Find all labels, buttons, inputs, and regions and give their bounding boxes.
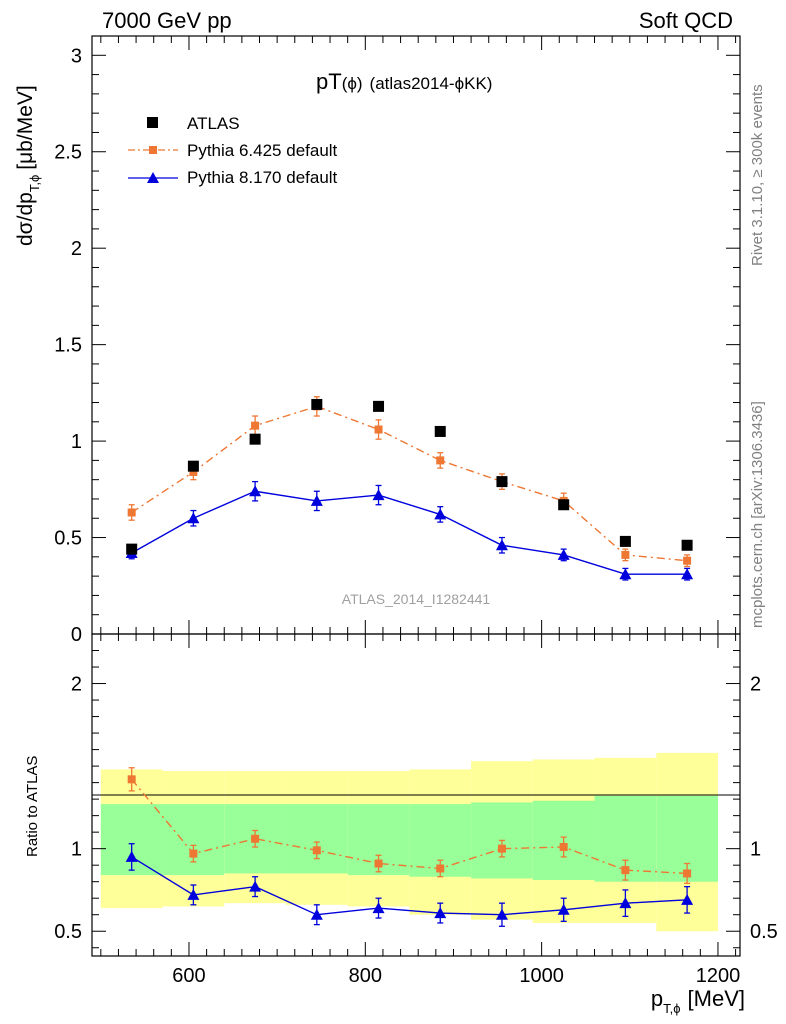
legend-pythia8-marker [147, 172, 159, 183]
pythia8-ratio-point [249, 880, 262, 892]
y-axis-label-main-unit: [μb/MeV] [14, 85, 37, 169]
atlas-main-point [619, 535, 631, 547]
atlas-main-point [311, 398, 323, 410]
axis-tick-labels: 600 800 1000 1200 0 0.5 1 1.5 2 2.5 3 0.5 0.5 1 1 2 2 [54, 45, 778, 987]
pythia6-ratio-point [189, 849, 198, 858]
mcplots-label: mcplots.cern.ch [arXiv:1306.3436] [749, 401, 766, 628]
atlas-main-point [434, 425, 446, 437]
pythia6-main-point [251, 421, 260, 430]
pythia6-ratio-point [374, 859, 383, 868]
pythia8-main-point [249, 485, 262, 497]
pythia6-main-point [189, 467, 198, 476]
rivet-label: Rivet 3.1.10, ≥ 300k events [749, 84, 766, 266]
main-y-tick-label: 2.5 [54, 142, 82, 164]
plot-title: pT(ϕ) (atlas2014-ϕKK) [316, 69, 492, 94]
pythia6-ratio-point [251, 834, 260, 843]
x-tick-label: 800 [349, 965, 382, 987]
pythia8-main-point [310, 494, 323, 506]
ratio-y-tick-label: 0.5 [54, 921, 82, 943]
y-axis-label-ratio: Ratio to ATLAS [24, 756, 41, 857]
plot-title-id: (atlas2014-ϕKK) [370, 74, 493, 93]
pythia8-ratio-point [310, 908, 323, 920]
y-axis-label-main: dσ/dpT,ϕ [μb/MeV] [14, 85, 42, 246]
ratio-y-tick-label: 1 [71, 839, 82, 861]
pythia6-ratio-point [312, 846, 321, 855]
x-axis-label-main: p [651, 986, 663, 1011]
ratio-series [125, 767, 694, 927]
pythia8-ratio-point [125, 850, 138, 862]
pythia8-ratio-line [131, 856, 688, 916]
ratio-y-tick-label-right: 1 [750, 839, 761, 861]
x-axis-label: pT,ϕ [MeV] [651, 986, 745, 1016]
plot-title-phi: (ϕ) [342, 74, 363, 93]
ratio-y-tick-label-right: 0.5 [750, 921, 778, 943]
pythia6-ratio-line [131, 778, 688, 875]
pythia6-ratio-point [127, 775, 136, 784]
pythia8-ratio-point [434, 907, 447, 919]
plot-title-main: pT [316, 69, 342, 94]
atlas-main-point [373, 400, 385, 412]
pythia8-ratio-point [372, 902, 385, 914]
pythia8-main-point [187, 512, 200, 524]
pythia8-main-point [557, 548, 570, 560]
atlas-main-point [681, 539, 693, 551]
atlas-main-point [187, 460, 199, 472]
x-tick-label: 1000 [519, 965, 564, 987]
pythia6-ratio-point [436, 864, 445, 873]
header-energy: 7000 GeV pp [102, 8, 232, 33]
legend-pythia6-marker [149, 146, 157, 154]
x-axis-label-unit: [MeV] [688, 986, 745, 1011]
y-axis-label-main-sub: T,ϕ [27, 175, 42, 192]
pythia8-ratio-point [681, 893, 694, 905]
analysis-watermark: ATLAS_2014_I1282441 [342, 591, 491, 607]
pythia6-ratio-point [497, 844, 506, 853]
main-series [125, 396, 694, 581]
legend-atlas-marker [147, 117, 158, 128]
pythia8-main-line [131, 490, 688, 575]
pythia8-ratio-point [495, 908, 508, 920]
y-axis-label-main-text: dσ/dp [14, 192, 37, 246]
axis-ticks [92, 36, 740, 956]
pythia6-main-point [621, 550, 630, 559]
pythia6-main-point [127, 508, 136, 517]
x-axis-label-sub: T,ϕ [663, 1001, 680, 1016]
pythia6-main-point [436, 456, 445, 465]
header-process: Soft QCD [639, 8, 733, 33]
atlas-main-point [126, 543, 138, 555]
main-y-tick-label: 1.5 [54, 335, 82, 357]
ratio-y-tick-label: 2 [71, 674, 82, 696]
main-y-tick-label: 2 [71, 238, 82, 260]
atlas-main-point [558, 499, 570, 511]
pythia6-ratio-point [559, 843, 568, 852]
pythia6-main-point [683, 556, 692, 565]
main-y-tick-label: 1 [71, 431, 82, 453]
atlas-main-point [249, 433, 261, 445]
pythia6-ratio-point [621, 866, 630, 875]
pythia8-main-point [619, 568, 632, 580]
pythia8-ratio-point [557, 903, 570, 915]
main-y-tick-label: 0.5 [54, 528, 82, 550]
pythia6-ratio-point [683, 869, 692, 878]
ratio-band-green [285, 804, 348, 874]
main-y-tick-label: 3 [71, 45, 82, 67]
pythia6-main-line [131, 405, 688, 562]
main-y-tick-label: 0 [71, 624, 82, 646]
legend-pythia6-label: Pythia 6.425 default [187, 141, 338, 160]
ratio-band-green [162, 804, 225, 876]
x-tick-label: 600 [172, 965, 205, 987]
atlas-main-point [496, 476, 508, 488]
x-tick-label: 1200 [696, 965, 741, 987]
pythia6-main-point [374, 425, 383, 434]
legend: ATLAS Pythia 6.425 default Pythia 8.170 … [128, 114, 338, 187]
ratio-y-tick-label-right: 2 [750, 674, 761, 696]
pythia8-main-point [495, 539, 508, 551]
legend-atlas-label: ATLAS [187, 114, 240, 133]
pythia8-main-point [372, 489, 385, 501]
pythia8-main-point [681, 568, 694, 580]
pythia8-ratio-point [619, 897, 632, 909]
legend-pythia8-label: Pythia 8.170 default [187, 168, 338, 187]
pythia8-main-point [434, 508, 447, 520]
pythia8-ratio-point [187, 888, 200, 900]
